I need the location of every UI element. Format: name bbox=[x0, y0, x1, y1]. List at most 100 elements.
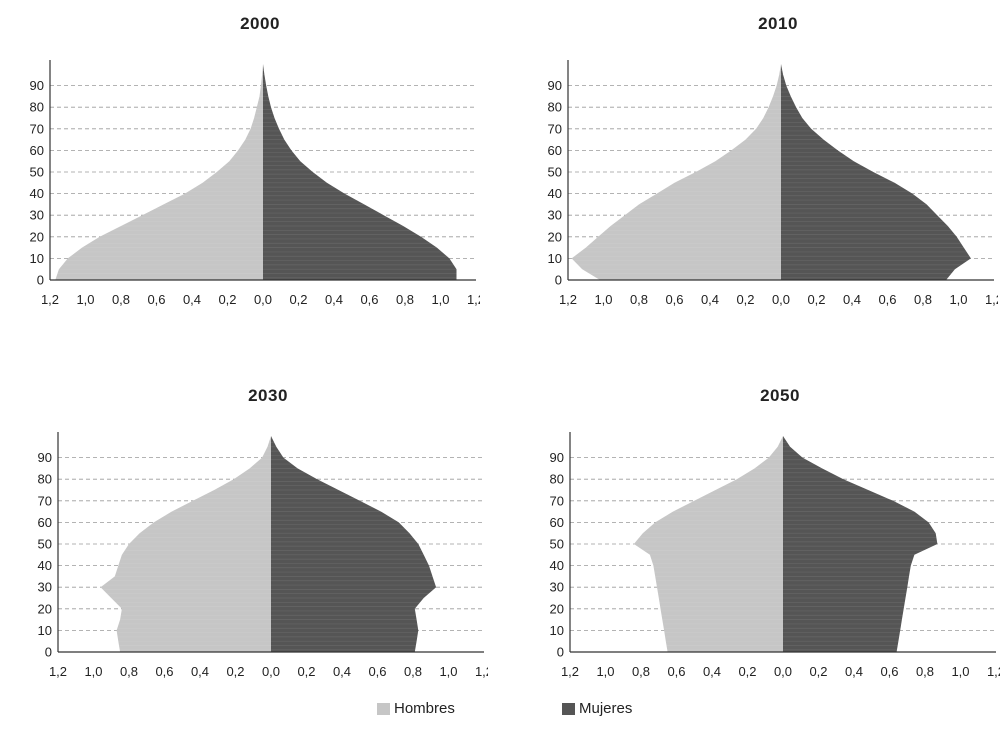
y-tick-label: 80 bbox=[30, 100, 44, 115]
y-tick-label: 40 bbox=[38, 558, 52, 573]
x-tick-label: 1,2 bbox=[561, 664, 579, 679]
pyramid-plot: 0 10 20 30 40 50 60 70 80 90 1,2 1,0 0,8 0,6 0,4 0,2 0,0… bbox=[550, 432, 1000, 679]
y-tick-label: 0 bbox=[555, 273, 562, 288]
x-tick-label: 1,0 bbox=[431, 292, 449, 307]
x-tick-label: 0,6 bbox=[667, 664, 685, 679]
x-tick-label: 0,2 bbox=[736, 292, 754, 307]
y-tick-label: 80 bbox=[550, 472, 564, 487]
x-tick-label: 0,8 bbox=[914, 292, 932, 307]
series-hombres bbox=[55, 64, 263, 280]
pyramid-plot: 0 10 20 30 40 50 60 70 80 90 1,2 1,0 0,8 0,6 0,4 0,2 0,0… bbox=[30, 60, 480, 307]
x-tick-label: 0,8 bbox=[120, 664, 138, 679]
x-tick-label: 0,8 bbox=[112, 292, 130, 307]
x-tick-label: 1,2 bbox=[559, 292, 577, 307]
x-tick-label: 0,4 bbox=[843, 292, 861, 307]
x-tick-label: 1,2 bbox=[475, 664, 488, 679]
y-tick-label: 30 bbox=[30, 208, 44, 223]
x-tick-label: 0,2 bbox=[289, 292, 307, 307]
x-tick-label: 1,0 bbox=[949, 292, 967, 307]
y-tick-label: 40 bbox=[30, 186, 44, 201]
chart-title: 2050 bbox=[760, 386, 800, 405]
y-tick-label: 30 bbox=[548, 208, 562, 223]
y-tick-label: 60 bbox=[548, 143, 562, 158]
chart-2000: 2000 0 10 20 30 40 50 60 70 80 90 1,2 1,0 0,8 0,6 0,4 0… bbox=[0, 14, 480, 344]
x-tick-label: 1,2 bbox=[49, 664, 67, 679]
chart-2050: 2050 0 10 20 30 40 50 60 70 80 90 1,2 1,0 0,8 0,6 0,4 0… bbox=[520, 386, 1000, 716]
series-mujeres bbox=[781, 64, 971, 280]
x-tick-label: 0,8 bbox=[630, 292, 648, 307]
y-tick-label: 70 bbox=[550, 493, 564, 508]
legend-label: Mujeres bbox=[579, 700, 633, 717]
y-tick-label: 50 bbox=[548, 165, 562, 180]
y-tick-label: 0 bbox=[37, 273, 44, 288]
y-tick-label: 10 bbox=[38, 623, 52, 638]
y-tick-label: 90 bbox=[30, 78, 44, 93]
chart-title: 2010 bbox=[758, 14, 798, 33]
x-tick-label: 1,2 bbox=[987, 664, 1000, 679]
x-tick-label: 1,0 bbox=[594, 292, 612, 307]
x-tick-label: 0,6 bbox=[155, 664, 173, 679]
y-tick-label: 30 bbox=[550, 580, 564, 595]
y-tick-label: 10 bbox=[30, 251, 44, 266]
y-tick-label: 70 bbox=[38, 493, 52, 508]
x-tick-label: 0,8 bbox=[396, 292, 414, 307]
x-tick-label: 0,4 bbox=[703, 664, 721, 679]
pyramid-plot: 0 10 20 30 40 50 60 70 80 90 1,2 1,0 0,8 0,6 0,4 0,2 0,0… bbox=[38, 432, 488, 679]
y-tick-label: 50 bbox=[550, 537, 564, 552]
series-mujeres bbox=[271, 436, 437, 652]
pyramid-plot: 0 10 20 30 40 50 60 70 80 90 1,2 1,0 0,8 0,6 0,4 0,2 0,0… bbox=[548, 60, 998, 307]
y-tick-label: 60 bbox=[550, 515, 564, 530]
y-tick-label: 90 bbox=[38, 450, 52, 465]
x-tick-label: 0,6 bbox=[878, 292, 896, 307]
y-tick-label: 30 bbox=[38, 580, 52, 595]
y-tick-label: 80 bbox=[38, 472, 52, 487]
x-tick-label: 0,2 bbox=[809, 664, 827, 679]
x-tick-label: 0,6 bbox=[147, 292, 165, 307]
series-mujeres bbox=[263, 64, 457, 280]
x-tick-label: 1,2 bbox=[41, 292, 59, 307]
y-tick-label: 20 bbox=[30, 229, 44, 244]
x-tick-label: 0,4 bbox=[701, 292, 719, 307]
y-tick-label: 70 bbox=[30, 121, 44, 136]
x-tick-label: 0,8 bbox=[632, 664, 650, 679]
y-tick-label: 20 bbox=[550, 601, 564, 616]
series-mujeres bbox=[783, 436, 938, 652]
x-tick-label: 0,6 bbox=[360, 292, 378, 307]
y-tick-label: 40 bbox=[548, 186, 562, 201]
legend-swatch-hombres bbox=[377, 702, 390, 715]
x-tick-label: 0,4 bbox=[183, 292, 201, 307]
x-tick-label: 0,0 bbox=[262, 664, 280, 679]
series-hombres bbox=[633, 436, 783, 652]
x-tick-label: 0,4 bbox=[191, 664, 209, 679]
y-tick-label: 40 bbox=[550, 558, 564, 573]
series-hombres bbox=[571, 64, 781, 280]
y-tick-label: 20 bbox=[38, 601, 52, 616]
series-hombres bbox=[100, 436, 271, 652]
chart-title: 2030 bbox=[248, 386, 288, 405]
legend-swatch-mujeres bbox=[562, 702, 575, 715]
x-tick-label: 0,6 bbox=[368, 664, 386, 679]
x-tick-label: 1,2 bbox=[985, 292, 998, 307]
x-tick-label: 0,2 bbox=[218, 292, 236, 307]
y-tick-label: 50 bbox=[30, 165, 44, 180]
x-tick-label: 0,2 bbox=[807, 292, 825, 307]
y-tick-label: 90 bbox=[550, 450, 564, 465]
x-tick-label: 0,8 bbox=[916, 664, 934, 679]
y-tick-label: 60 bbox=[30, 143, 44, 158]
y-tick-label: 90 bbox=[548, 78, 562, 93]
x-tick-label: 1,2 bbox=[467, 292, 480, 307]
x-tick-label: 0,4 bbox=[845, 664, 863, 679]
legend-label: Hombres bbox=[394, 700, 455, 717]
y-tick-label: 10 bbox=[548, 251, 562, 266]
y-tick-label: 70 bbox=[548, 121, 562, 136]
legend: Hombres Mujeres bbox=[0, 700, 1007, 724]
legend-item-hombres: Hombres bbox=[377, 700, 455, 717]
y-tick-label: 20 bbox=[548, 229, 562, 244]
x-tick-label: 0,2 bbox=[738, 664, 756, 679]
x-tick-label: 0,0 bbox=[254, 292, 272, 307]
x-tick-label: 0,8 bbox=[404, 664, 422, 679]
chart-2030: 2030 0 10 20 30 40 50 60 70 80 90 1,2 1,0 0,8 0,6 0,4 0… bbox=[8, 386, 488, 716]
x-tick-label: 0,2 bbox=[226, 664, 244, 679]
chart-2010: 2010 0 10 20 30 40 50 60 70 80 90 1,2 1,0 0,8 0,6 0,4 0… bbox=[518, 14, 998, 344]
y-tick-label: 0 bbox=[557, 645, 564, 660]
